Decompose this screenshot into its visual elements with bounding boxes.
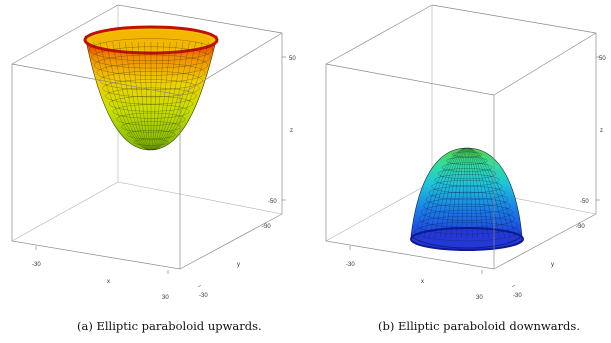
- mesh-meridian: [131, 41, 151, 151]
- mesh-meridian: [445, 147, 466, 239]
- y-min-label: -30: [513, 293, 522, 299]
- mesh-meridian: [467, 147, 473, 239]
- y-axis-label: y: [551, 262, 554, 268]
- z-min-label: -50: [268, 199, 277, 205]
- mesh-meridian: [118, 41, 150, 151]
- x-min-label: -30: [346, 262, 355, 268]
- y-max-label: 30: [578, 224, 585, 230]
- z-min-label: -50: [580, 199, 589, 205]
- mesh-meridian: [112, 41, 150, 151]
- y-min-label: -30: [199, 293, 208, 299]
- caption-a: (a) Elliptic paraboloid upwards.: [77, 319, 262, 333]
- mesh-meridian: [468, 147, 500, 239]
- surface-mesh-a: [89, 38, 213, 151]
- mesh-meridian: [418, 147, 465, 239]
- mesh-meridian: [153, 41, 203, 151]
- mesh-meridian: [106, 41, 149, 151]
- mesh-meridian: [434, 147, 466, 239]
- mesh-meridian: [468, 147, 495, 239]
- y-max-label: 30: [264, 224, 271, 230]
- mesh-meridian: [125, 41, 150, 151]
- mesh-meridian: [151, 41, 164, 151]
- tick-labels-a: 50 z -50 -30 x 30 30 y -30: [32, 56, 296, 301]
- mesh-meridian: [423, 147, 465, 239]
- mesh-meridian: [99, 41, 149, 151]
- x-max-label: 30: [162, 295, 169, 301]
- y-axis-label: y: [237, 262, 240, 268]
- mesh-meridian: [461, 147, 467, 239]
- plot-box-front-b: [325, 4, 597, 270]
- x-axis-label: x: [421, 279, 424, 285]
- mesh-meridian: [468, 147, 489, 239]
- z-max-label: 50: [599, 56, 606, 62]
- mesh-meridian: [152, 41, 184, 151]
- mesh-meridian: [153, 41, 209, 151]
- mesh-meridian: [450, 147, 467, 239]
- z-max-label: 50: [289, 56, 296, 62]
- mesh-meridian: [467, 147, 484, 239]
- panel-b: 50 z -50 -30 x 30 30 y -30: [325, 4, 606, 301]
- x-axis-label: x: [107, 279, 110, 285]
- caption-b: (b) Elliptic paraboloid downwards.: [378, 319, 580, 333]
- x-max-label: 30: [476, 295, 483, 301]
- mesh-meridian: [467, 147, 478, 239]
- z-axis-label: z: [290, 128, 293, 134]
- mesh-meridian: [456, 147, 467, 239]
- mesh-meridian: [439, 147, 466, 239]
- panel-a: 50 z -50 -30 x 30 30 y -30: [11, 4, 296, 301]
- mesh-meridian: [469, 147, 516, 239]
- mesh-meridian: [469, 147, 511, 239]
- tick-marks-b: [349, 56, 600, 288]
- tick-marks-a: [35, 56, 286, 288]
- mesh-meridian: [429, 147, 465, 239]
- mesh-meridian: [151, 41, 171, 151]
- mesh-meridian: [93, 41, 149, 151]
- mesh-meridian: [152, 41, 190, 151]
- z-axis-label: z: [600, 128, 603, 134]
- plot-box-front: [11, 4, 283, 270]
- x-min-label: -30: [32, 262, 41, 268]
- tick-labels-b: 50 z -50 -30 x 30 30 y -30: [346, 56, 606, 301]
- mesh-meridian: [138, 41, 151, 151]
- mesh-meridian: [153, 41, 196, 151]
- mesh-meridian: [151, 41, 158, 151]
- mesh-meridian: [144, 41, 151, 151]
- mesh-meridian: [152, 41, 177, 151]
- surface-mesh-b: [414, 147, 520, 242]
- mesh-meridian: [469, 147, 505, 239]
